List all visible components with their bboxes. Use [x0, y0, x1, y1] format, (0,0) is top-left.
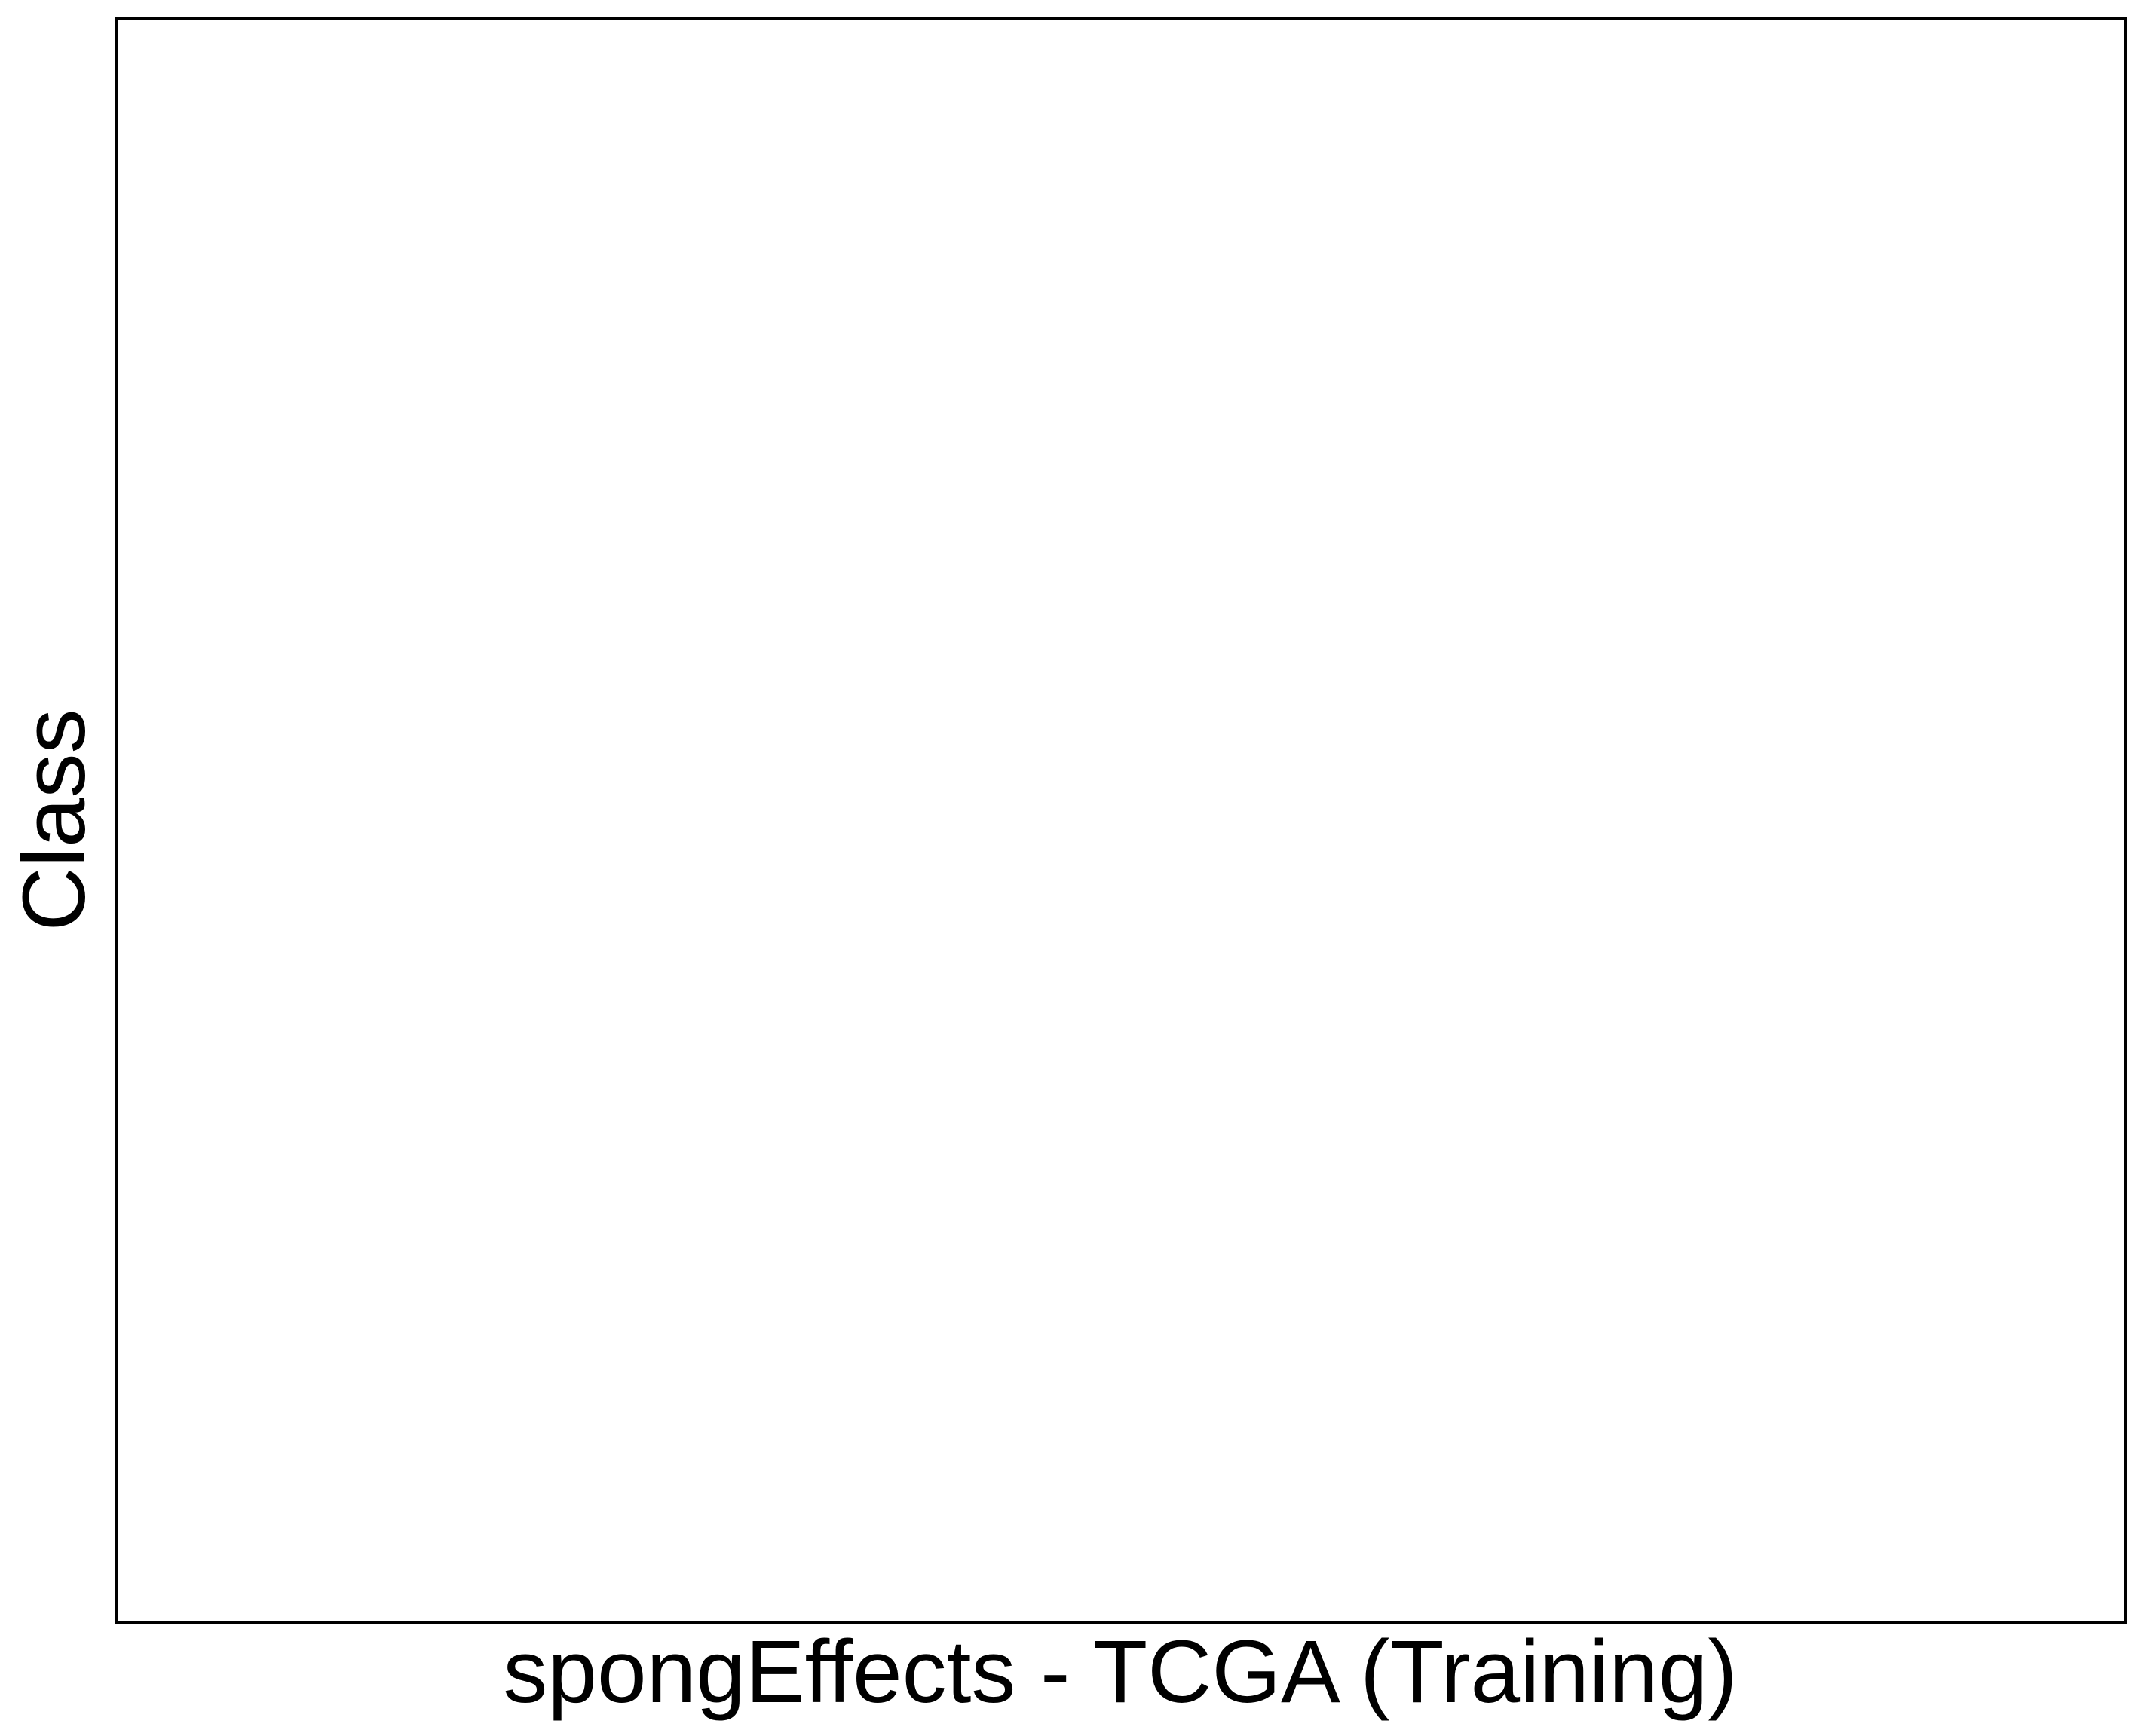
- y-axis-title: Class: [5, 709, 104, 931]
- plot-panel: [115, 17, 2127, 1624]
- x-axis-title: spongEffects - TCGA (Training): [503, 1622, 1737, 1722]
